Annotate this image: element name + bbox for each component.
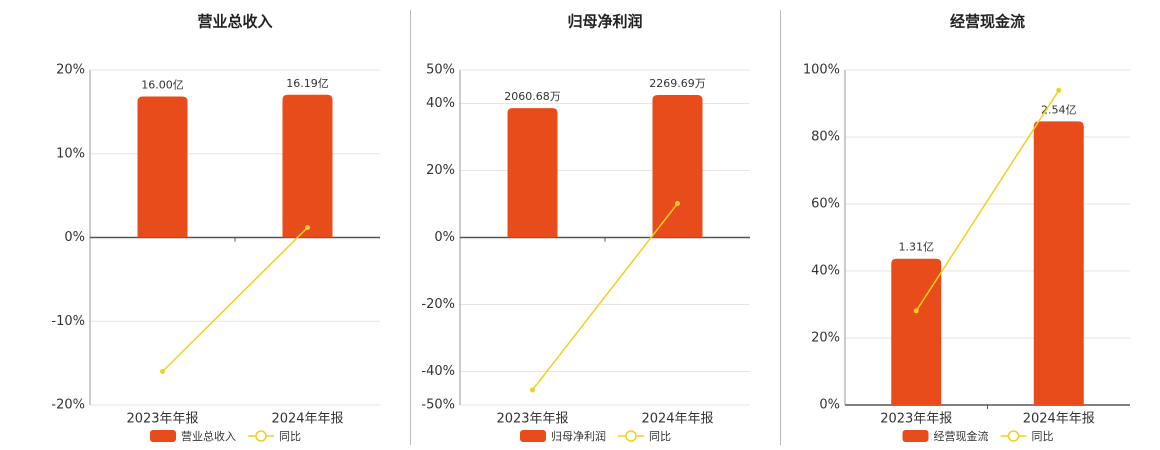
y-tick-label: 100% — [803, 63, 840, 78]
value-label: 2.54亿 — [1041, 103, 1077, 116]
line-point — [530, 387, 535, 393]
y-tick-label: 20% — [426, 163, 455, 178]
x-tick-label: 2023年年报 — [126, 412, 198, 427]
value-label: 1.31亿 — [899, 241, 935, 254]
x-tick-label: 2024年年报 — [1023, 412, 1095, 427]
legend-label: 同比 — [279, 430, 301, 443]
bar — [1033, 121, 1084, 405]
y-tick-label: 40% — [811, 264, 840, 279]
bar — [891, 258, 942, 405]
y-tick-label: -10% — [51, 314, 85, 329]
value-label: 2060.68万 — [504, 90, 561, 103]
y-tick-label: -20% — [421, 297, 455, 312]
line-point — [1056, 87, 1062, 93]
y-tick-label: 0% — [819, 398, 840, 413]
legend-label: 营业总收入 — [181, 429, 236, 443]
bar — [137, 96, 188, 238]
y-tick-label: 40% — [426, 96, 455, 111]
legend-swatch — [255, 430, 267, 442]
value-label: 16.19亿 — [286, 77, 329, 90]
x-tick-label: 2024年年报 — [641, 412, 713, 427]
chart-title: 营业总收入 — [197, 13, 272, 31]
y-tick-label: 0% — [64, 230, 85, 245]
legend-swatch — [520, 430, 546, 442]
line-point — [675, 201, 680, 207]
legend-swatch — [902, 430, 929, 442]
line-point — [305, 225, 310, 231]
y-tick-label: 0% — [434, 230, 455, 245]
line-point — [913, 308, 919, 314]
bar — [507, 108, 558, 238]
x-tick-label: 2023年年报 — [496, 412, 568, 427]
y-tick-label: 50% — [426, 63, 455, 78]
line — [531, 203, 679, 391]
legend-label: 同比 — [649, 430, 671, 443]
y-tick-label: -50% — [421, 398, 455, 413]
legend-label: 归母净利润 — [551, 429, 606, 443]
y-tick-label: -20% — [51, 398, 85, 413]
value-label: 2269.69万 — [649, 77, 706, 90]
legend-label: 经营现金流 — [934, 429, 989, 443]
x-tick-label: 2023年年报 — [880, 412, 952, 427]
y-tick-label: 80% — [811, 130, 840, 145]
legend-swatch — [1007, 430, 1020, 442]
line — [161, 227, 309, 373]
y-tick-label: 20% — [811, 331, 840, 346]
legend-label: 同比 — [1032, 430, 1054, 443]
line-point — [160, 369, 165, 374]
value-label: 16.00亿 — [141, 78, 184, 91]
y-tick-label: 20% — [56, 63, 85, 78]
x-tick-label: 2024年年报 — [271, 412, 343, 427]
legend-swatch — [625, 430, 637, 442]
chart-title: 归母净利润 — [567, 13, 642, 31]
bar — [652, 94, 703, 238]
line — [915, 90, 1060, 312]
y-tick-label: 10% — [56, 146, 85, 161]
legend-swatch — [150, 430, 176, 442]
y-tick-label: -40% — [421, 364, 455, 379]
bar — [282, 94, 333, 238]
chart-title: 经营现金流 — [950, 13, 1025, 31]
y-tick-label: 60% — [811, 197, 840, 212]
